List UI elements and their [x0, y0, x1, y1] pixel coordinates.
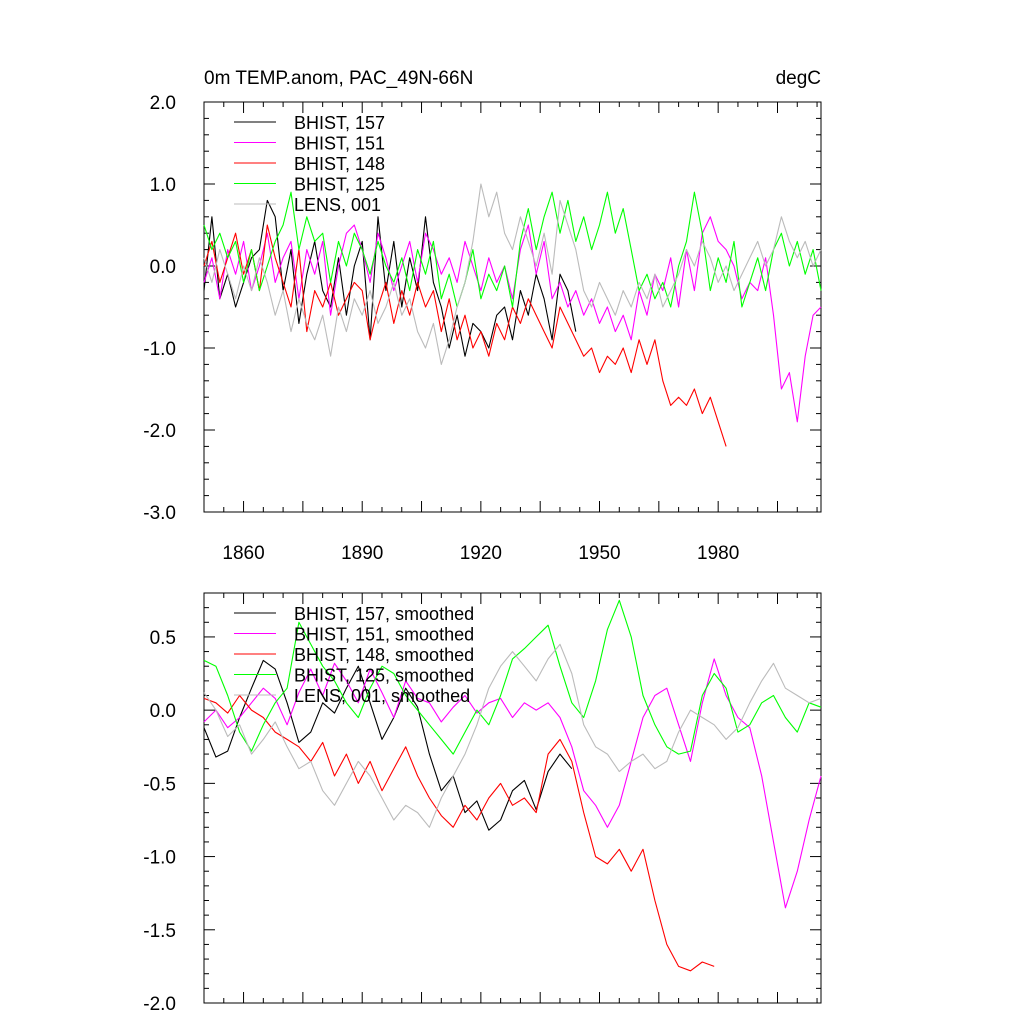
chart-title: 0m TEMP.anom, PAC_49N-66N: [204, 68, 473, 89]
y-tick-label: -1.0: [143, 848, 176, 869]
legend-entry: LENS, 001, smoothed: [294, 686, 470, 706]
series-line-2: [203, 216, 822, 423]
legend-entry: BHIST, 148: [294, 154, 385, 174]
series-line-5: [203, 183, 822, 365]
legend-entry: BHIST, 125, smoothed: [294, 666, 474, 686]
series-line-1: [203, 659, 573, 831]
y-tick-label: 1.0: [150, 175, 176, 196]
series-line-2: [203, 658, 822, 909]
series-line-4: [203, 191, 822, 308]
y-tick-label: -3.0: [143, 503, 176, 524]
top-panel: 0m TEMP.anom, PAC_49N-66N degC 1860 1890 1…: [143, 68, 822, 564]
legend-entry: BHIST, 157: [294, 113, 385, 133]
bottom-plot-area: -2.0 -1.5 -1.0 -0.5 0.0 0.5 BHIST, 157, smooth…: [143, 592, 822, 1015]
y-tick-label: 0.0: [150, 257, 176, 278]
legend-entry: BHIST, 125: [294, 175, 385, 195]
legend-entry: BHIST, 157, smoothed: [294, 604, 474, 624]
series-line-5: [203, 643, 822, 828]
x-tick-label: 1950: [578, 543, 620, 564]
legend-entry: BHIST, 148, smoothed: [294, 645, 474, 665]
y-tick-label: -0.5: [143, 774, 176, 795]
x-tick-label: 1980: [697, 543, 739, 564]
x-tick-label: 1920: [460, 543, 502, 564]
legend-entry: BHIST, 151: [294, 134, 385, 154]
y-tick-label: -1.5: [143, 921, 176, 942]
y-tick-label: 0.5: [150, 628, 176, 649]
bottom-panel: -2.0 -1.5 -1.0 -0.5 0.0 0.5 BHIST, 157, smooth…: [143, 592, 822, 1015]
series-line-1: [203, 199, 577, 357]
x-tick-label: 1890: [341, 543, 383, 564]
series-line-4: [203, 599, 822, 755]
top-plot-area: 1860 1890 1920 1950 1980 -3.0 -2.0 -1.0 0.0 1.0 2.…: [143, 93, 822, 564]
legend-entry: LENS, 001: [294, 195, 381, 215]
y-tick-label: -1.0: [143, 339, 176, 360]
series-line-3: [203, 224, 727, 447]
x-tick-label: 1860: [222, 543, 264, 564]
y-tick-label: 0.0: [150, 701, 176, 722]
series-line-3: [203, 694, 715, 972]
y-tick-label: -2.0: [143, 994, 176, 1015]
legend-entry: BHIST, 151, smoothed: [294, 625, 474, 645]
units-label: degC: [776, 68, 821, 89]
y-tick-label: 2.0: [150, 93, 176, 114]
y-tick-label: -2.0: [143, 421, 176, 442]
